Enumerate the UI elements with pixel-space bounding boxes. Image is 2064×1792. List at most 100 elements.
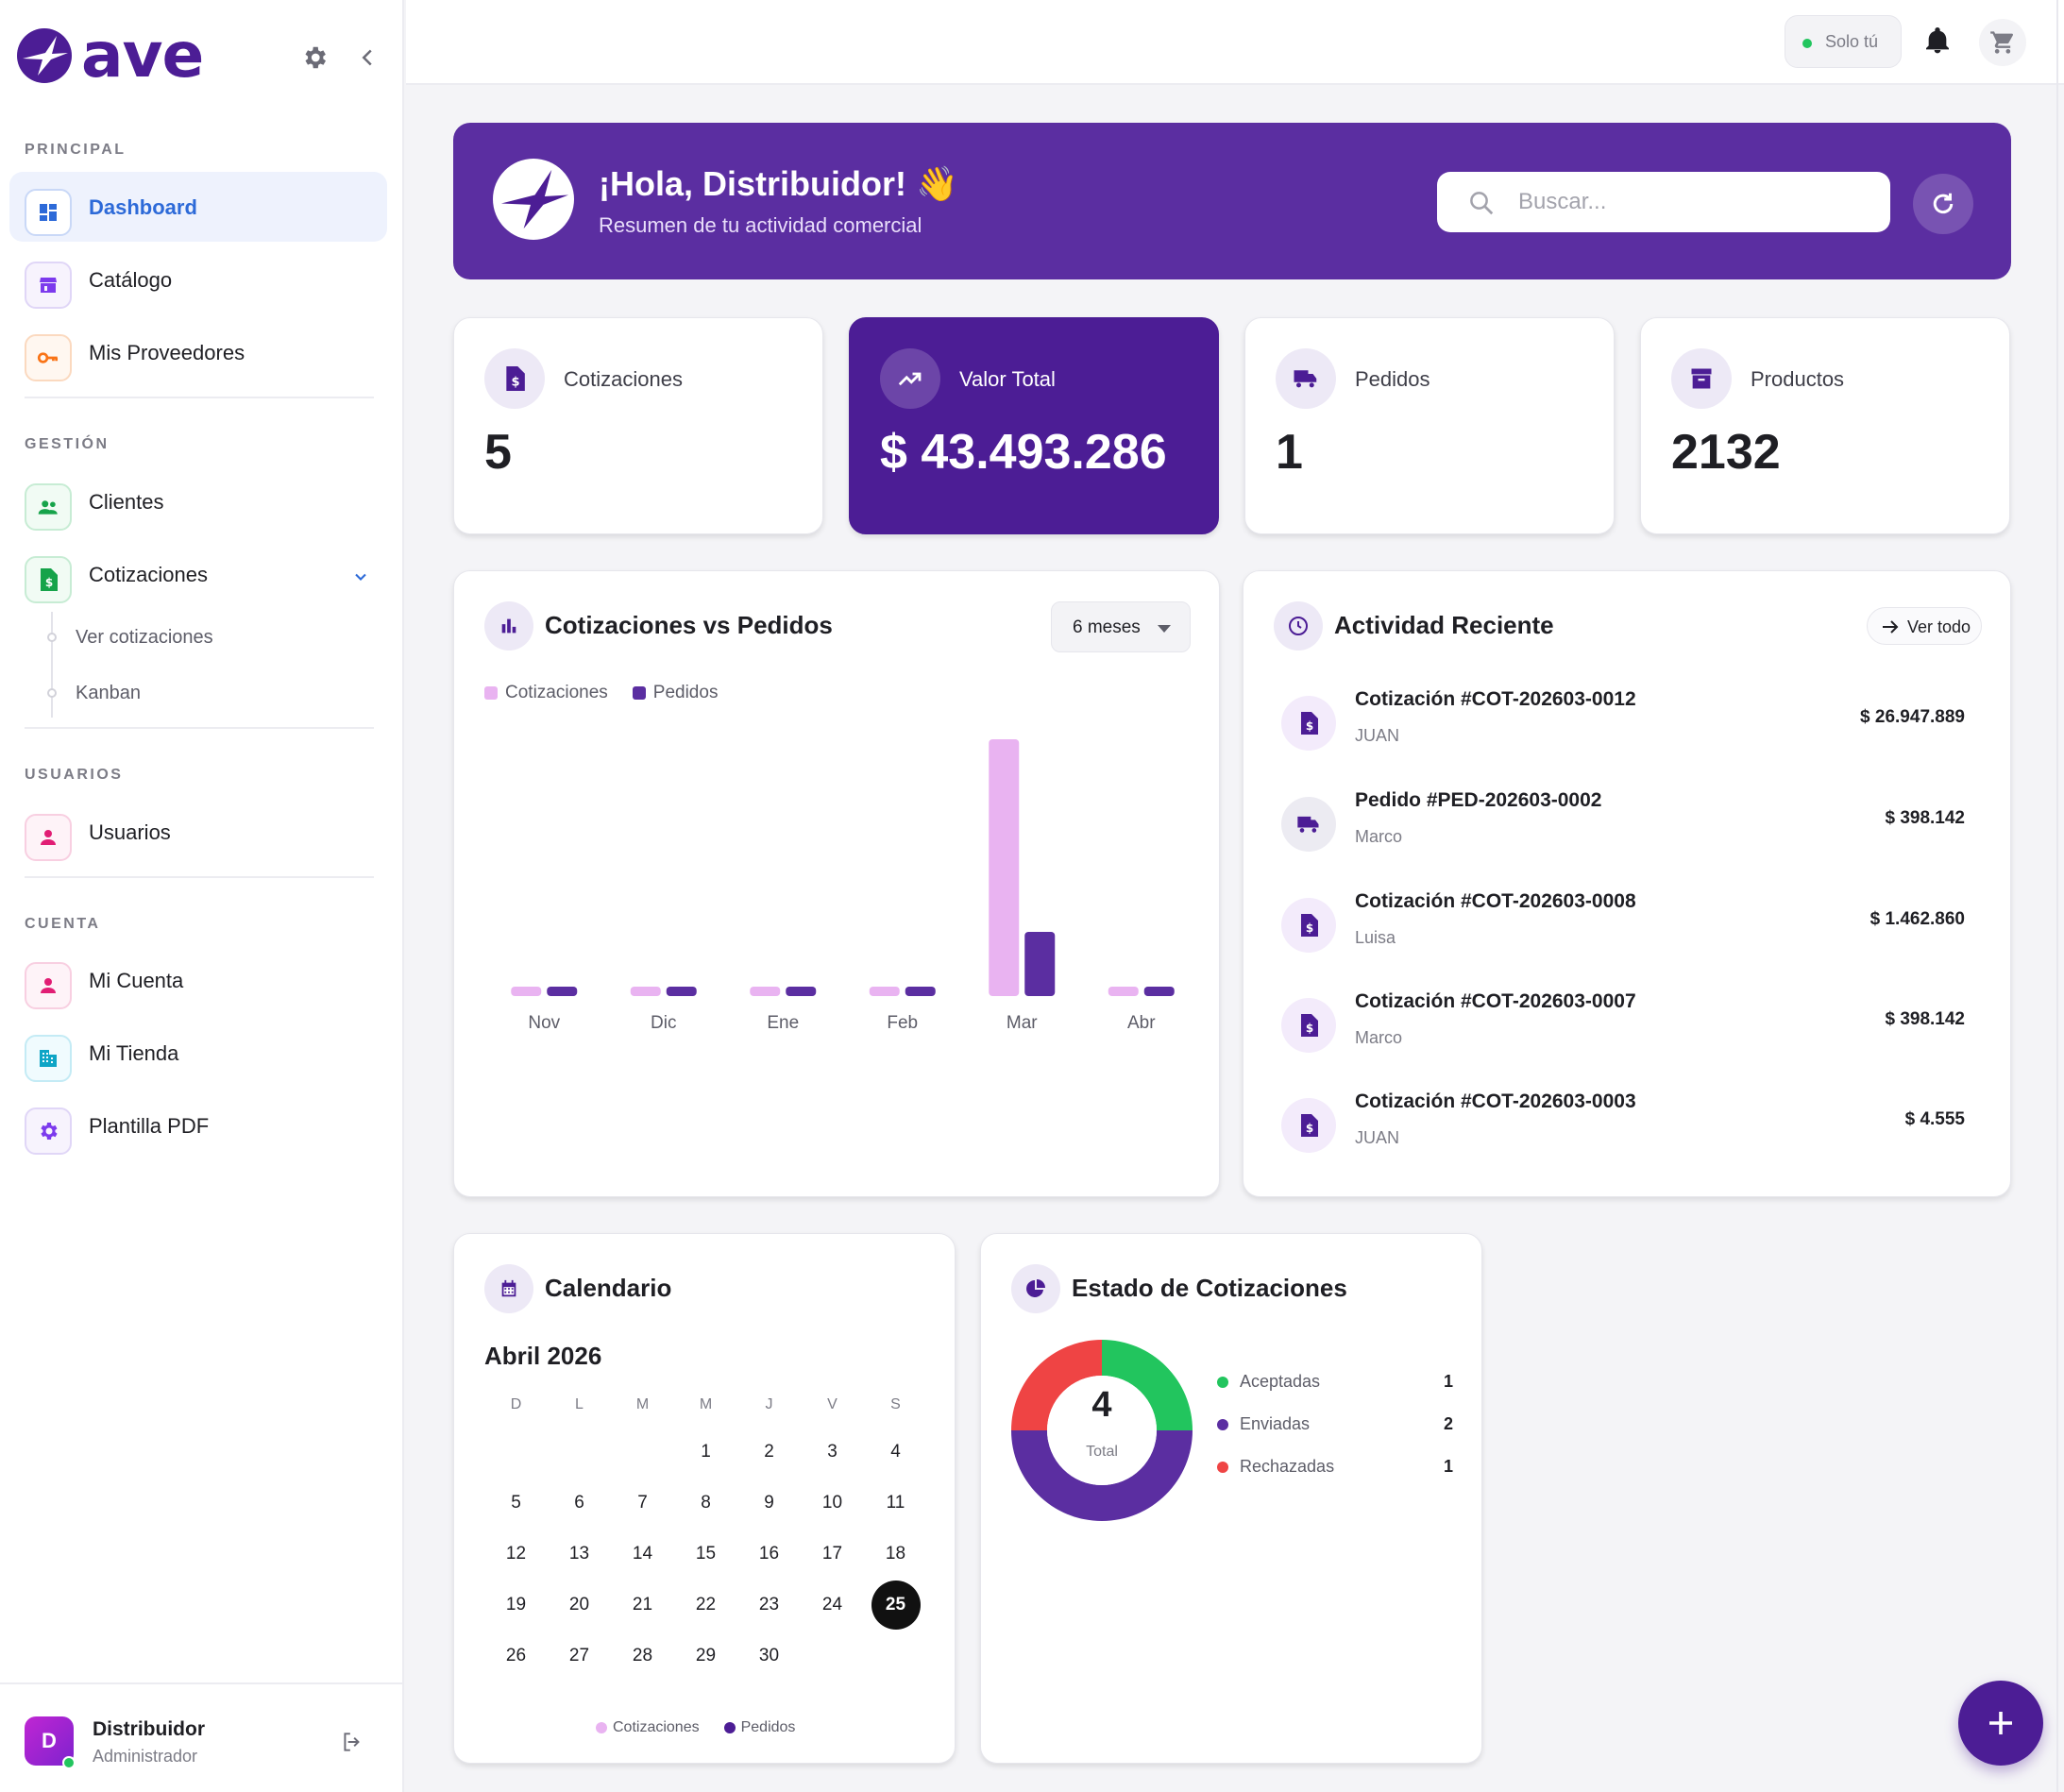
bar-cotizaciones-mar[interactable] bbox=[989, 739, 1020, 996]
calendar-day-today[interactable]: 25 bbox=[864, 1581, 927, 1630]
calendar-day[interactable]: 22 bbox=[695, 1595, 717, 1614]
calendar-day[interactable]: 11 bbox=[886, 1493, 905, 1513]
calendar-day[interactable]: 4 bbox=[890, 1442, 901, 1462]
sidebar-item-clientes[interactable]: Clientes bbox=[9, 466, 387, 536]
arrow-right-icon bbox=[1881, 618, 1900, 635]
bell-icon[interactable] bbox=[1922, 25, 1953, 57]
sidebar-subitem-ver-cotizaciones[interactable]: Ver cotizaciones bbox=[43, 614, 355, 661]
status-dot bbox=[1802, 39, 1812, 48]
calendar-day[interactable]: 10 bbox=[821, 1493, 843, 1513]
legend-item-cotizaciones: Cotizaciones bbox=[484, 683, 608, 703]
calendar-day[interactable]: 27 bbox=[568, 1646, 590, 1665]
sidebar-item-usuarios[interactable]: Usuarios bbox=[9, 797, 387, 867]
add-button[interactable] bbox=[1958, 1681, 2043, 1766]
bar-chart-icon bbox=[484, 601, 533, 651]
calendar-day[interactable]: 14 bbox=[632, 1544, 653, 1564]
sidebar-item-mi-cuenta[interactable]: Mi Cuenta bbox=[9, 945, 387, 1015]
calendar-day[interactable]: 23 bbox=[758, 1595, 780, 1614]
calendar-week: 1 2 3 4 bbox=[484, 1427, 928, 1478]
refresh-icon[interactable] bbox=[1913, 174, 1973, 234]
bar-pedidos-abr[interactable] bbox=[1143, 987, 1175, 996]
estado-title: Estado de Cotizaciones bbox=[1072, 1274, 1347, 1302]
calendar-day[interactable]: 30 bbox=[758, 1646, 780, 1665]
calendar-day[interactable]: 3 bbox=[827, 1442, 837, 1462]
sidebar-item-dashboard[interactable]: Dashboard bbox=[9, 172, 387, 242]
sidebar-item-mis-proveedores[interactable]: Mis Proveedores bbox=[9, 317, 387, 387]
bar-cotizaciones-ene[interactable] bbox=[750, 987, 781, 996]
activity-item-title: Cotización #COT-202603-0012 bbox=[1355, 688, 1636, 710]
calendar-day[interactable]: 17 bbox=[821, 1544, 843, 1564]
activity-item[interactable]: $ Cotización #COT-202603-0012 JUAN $ 26.… bbox=[1281, 677, 1980, 768]
chevron-down-icon[interactable] bbox=[351, 567, 370, 586]
sidebar-item-catalogo[interactable]: Catálogo bbox=[9, 245, 387, 314]
logout-icon[interactable] bbox=[340, 1730, 364, 1754]
activity-item[interactable]: Pedido #PED-202603-0002 Marco $ 398.142 bbox=[1281, 778, 1980, 869]
sidebar-item-cotizaciones[interactable]: $ Cotizaciones bbox=[9, 539, 387, 609]
x-tick-label: Ene bbox=[767, 1013, 799, 1033]
calendar-day[interactable]: 7 bbox=[637, 1493, 648, 1513]
sidebar-item-label: Mi Cuenta bbox=[89, 969, 184, 992]
activity-item[interactable]: $ Cotización #COT-202603-0007 Marco $ 39… bbox=[1281, 979, 1980, 1070]
donut-slice-enviadas[interactable] bbox=[1011, 1430, 1193, 1521]
trending-up-icon bbox=[880, 348, 940, 409]
bar-pedidos-mar[interactable] bbox=[1024, 932, 1056, 996]
bar-cotizaciones-dic[interactable] bbox=[630, 987, 661, 996]
bar-pedidos-nov[interactable] bbox=[547, 987, 578, 996]
bar-cotizaciones-nov[interactable] bbox=[511, 987, 542, 996]
truck-icon bbox=[1276, 348, 1336, 409]
calendar-day[interactable]: 5 bbox=[511, 1493, 521, 1513]
stat-card-valor-total[interactable]: Valor Total $ 43.493.286 bbox=[849, 317, 1219, 534]
bar-pedidos-ene[interactable] bbox=[786, 987, 817, 996]
activity-item-title: Cotización #COT-202603-0008 bbox=[1355, 890, 1636, 912]
calendar-day[interactable]: 15 bbox=[695, 1544, 717, 1564]
calendar-day[interactable]: 21 bbox=[632, 1595, 653, 1614]
calendar-day[interactable]: 9 bbox=[764, 1493, 774, 1513]
bar-cotizaciones-abr[interactable] bbox=[1108, 987, 1139, 996]
bar-pedidos-feb[interactable] bbox=[905, 987, 936, 996]
online-status-dot bbox=[62, 1756, 76, 1769]
donut-slice-aceptadas[interactable] bbox=[1102, 1340, 1193, 1430]
calendar-day[interactable]: 13 bbox=[568, 1544, 590, 1564]
calendar-day[interactable]: 24 bbox=[821, 1595, 843, 1614]
calendar-day[interactable]: 26 bbox=[505, 1646, 527, 1665]
calendar-day[interactable]: 16 bbox=[758, 1544, 780, 1564]
weekday-label: M bbox=[699, 1396, 713, 1412]
caret-down-icon bbox=[1156, 623, 1173, 634]
calendar-day[interactable]: 2 bbox=[764, 1442, 774, 1462]
calendar-day[interactable]: 18 bbox=[885, 1544, 906, 1564]
sidebar-item-plantilla-pdf[interactable]: Plantilla PDF bbox=[9, 1090, 387, 1160]
weekday-label: D bbox=[510, 1396, 522, 1412]
sidebar-item-mi-tienda[interactable]: Mi Tienda bbox=[9, 1018, 387, 1088]
settings-gear-icon[interactable] bbox=[300, 43, 329, 72]
calendar-day[interactable]: 28 bbox=[632, 1646, 653, 1665]
calendar-day[interactable]: 12 bbox=[505, 1544, 527, 1564]
brand: ave bbox=[17, 19, 387, 92]
activity-item[interactable]: $ Cotización #COT-202603-0003 JUAN $ 4.5… bbox=[1281, 1079, 1980, 1170]
weekday-label: M bbox=[635, 1396, 650, 1412]
sidebar-item-label: Cotizaciones bbox=[89, 563, 208, 586]
calendar-day[interactable]: 1 bbox=[701, 1442, 711, 1462]
donut-slice-rechazadas[interactable] bbox=[1011, 1340, 1102, 1430]
collapse-sidebar-chevron-left-icon[interactable] bbox=[353, 43, 381, 72]
calendar-day[interactable]: 19 bbox=[505, 1595, 527, 1614]
activity-item[interactable]: $ Cotización #COT-202603-0008 Luisa $ 1.… bbox=[1281, 879, 1980, 970]
calendar-day[interactable]: 20 bbox=[568, 1595, 590, 1614]
visibility-toggle[interactable]: Solo tú bbox=[1785, 15, 1902, 68]
stat-label: Valor Total bbox=[959, 367, 1056, 391]
sidebar-subitem-kanban[interactable]: Kanban bbox=[43, 669, 355, 717]
cart-icon[interactable] bbox=[1979, 19, 2026, 66]
calendar-day[interactable]: 8 bbox=[701, 1493, 711, 1513]
svg-text:$: $ bbox=[1306, 719, 1313, 733]
search-input[interactable] bbox=[1518, 181, 1868, 223]
view-all-button[interactable]: Ver todo bbox=[1867, 607, 1982, 645]
stat-card-cotizaciones[interactable]: $ Cotizaciones 5 bbox=[453, 317, 823, 534]
calendar-day[interactable]: 6 bbox=[574, 1493, 584, 1513]
bar-pedidos-dic[interactable] bbox=[666, 987, 697, 996]
stat-card-productos[interactable]: Productos 2132 bbox=[1640, 317, 2010, 534]
bar-cotizaciones-feb[interactable] bbox=[869, 987, 900, 996]
range-select[interactable]: 6 meses bbox=[1051, 601, 1191, 652]
view-all-label: Ver todo bbox=[1907, 617, 1971, 636]
calendar-day[interactable]: 29 bbox=[695, 1646, 717, 1665]
stat-card-pedidos[interactable]: Pedidos 1 bbox=[1244, 317, 1615, 534]
section-title-cuenta: CUENTA bbox=[25, 916, 101, 932]
